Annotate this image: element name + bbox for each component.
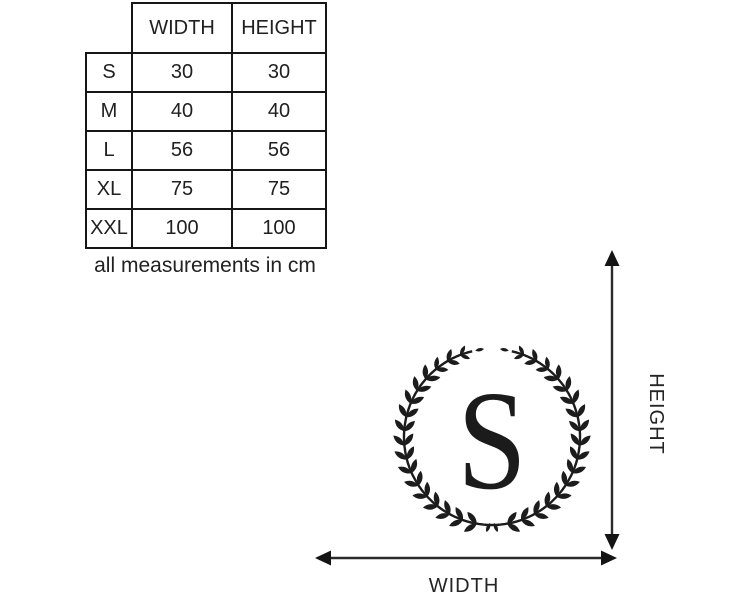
column-header-width: WIDTH [131,2,233,54]
monogram-letter: S [457,361,527,519]
size-table: WIDTH HEIGHT S 30 30 M 40 40 L 56 56 XL … [85,2,327,249]
width-value: 75 [131,169,233,210]
width-dimension-arrow [315,550,617,566]
table-row-xl: XL 75 75 [85,169,327,210]
table-row-s: S 30 30 [85,52,327,93]
width-dimension-label: WIDTH [428,575,500,597]
width-value: 40 [131,91,233,132]
table-corner-cell [86,3,132,53]
measurements-note: all measurements in cm [94,254,316,277]
column-header-height: HEIGHT [231,2,327,54]
table-header-row: WIDTH HEIGHT [86,2,327,54]
table-row-l: L 56 56 [85,130,327,171]
width-value: 56 [131,130,233,171]
size-label: L [85,130,133,171]
table-row-m: M 40 40 [85,91,327,132]
height-value: 100 [231,208,327,249]
height-dimension-label: HEIGHT [645,373,667,455]
height-value: 56 [231,130,327,171]
laurel-wreath-icon [391,344,593,534]
height-value: 75 [231,169,327,210]
width-value: 30 [131,52,233,93]
width-value: 100 [131,208,233,249]
height-value: 30 [231,52,327,93]
height-value: 40 [231,91,327,132]
size-label: S [85,52,133,93]
height-dimension-arrow [604,250,620,550]
size-label: XXL [85,208,133,249]
table-row-xxl: XXL 100 100 [85,208,327,249]
size-label: XL [85,169,133,210]
size-label: M [85,91,133,132]
